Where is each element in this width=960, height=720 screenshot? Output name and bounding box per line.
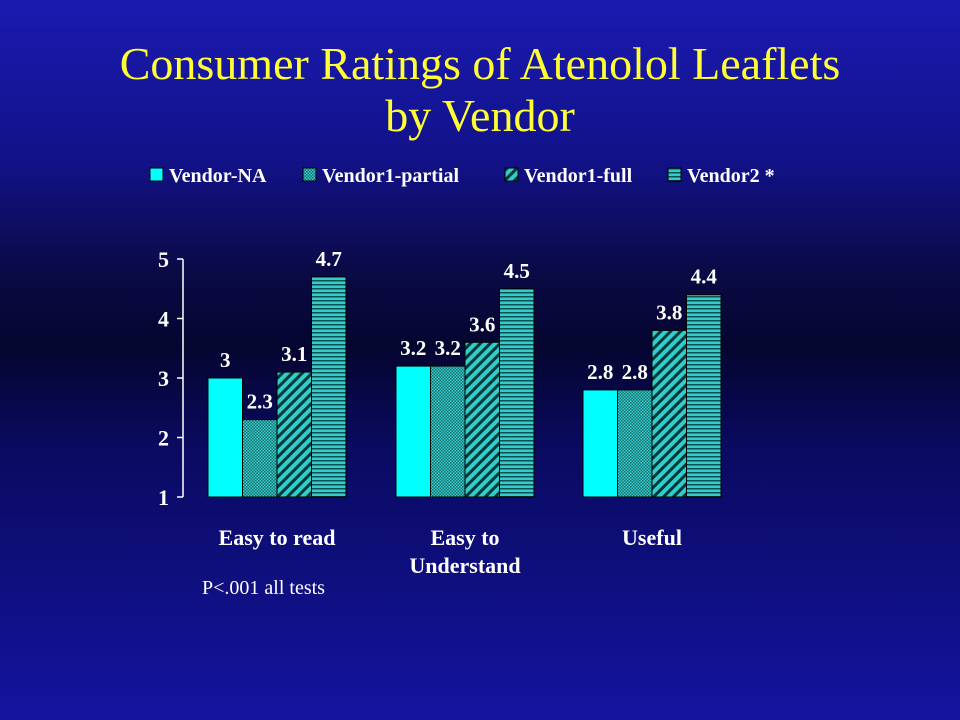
data-label: 2.8 — [622, 360, 648, 384]
y-tick-label: 3 — [158, 366, 169, 391]
legend-label: Vendor1-full — [524, 165, 633, 187]
y-tick-label: 5 — [158, 247, 169, 272]
chart-legend: Vendor-NA Vendor1-partial Vendor1-full Vend… — [149, 165, 775, 187]
bar — [686, 294, 722, 498]
data-label: 4.4 — [691, 265, 718, 289]
bar — [242, 419, 278, 498]
bar — [395, 365, 431, 498]
legend-swatch — [149, 167, 164, 182]
bar — [651, 329, 687, 498]
bar — [464, 341, 500, 498]
legend-swatch — [504, 167, 519, 182]
title-line-2: by Vendor — [385, 90, 575, 141]
y-tick-label: 4 — [158, 307, 169, 332]
legend-label: Vendor1-partial — [322, 165, 459, 187]
bar — [430, 365, 466, 498]
legend-label: Vendor2 * — [687, 165, 775, 187]
data-label: 3.2 — [435, 336, 461, 360]
legend-label: Vendor-NA — [169, 165, 267, 187]
category-label: Easy to — [430, 525, 499, 550]
data-label: 3 — [220, 348, 231, 372]
title-line-1: Consumer Ratings of Atenolol Leaflets — [119, 38, 841, 89]
chart-bars — [207, 276, 722, 498]
bar — [582, 389, 618, 498]
data-label: 3.8 — [656, 300, 682, 324]
chart-axes: 1 2 3 4 5 — [158, 247, 184, 510]
data-label: 3.1 — [281, 342, 307, 366]
y-tick-label: 1 — [158, 485, 169, 510]
bar — [207, 377, 243, 498]
data-label: 3.6 — [469, 312, 495, 336]
chart-labels: 3 3.2 2.8 2.3 3.2 2.8 3.1 3.6 3.8 4.7 4.5 4.4 Easy t… — [219, 247, 718, 578]
data-label: 2.3 — [247, 390, 273, 414]
data-label: 2.8 — [587, 360, 613, 384]
y-tick-label: 2 — [158, 426, 169, 451]
category-label: Easy to read — [219, 525, 336, 550]
significance-note: P<.001 all tests — [202, 577, 325, 599]
legend-swatch — [667, 167, 682, 182]
chart-title: Consumer Ratings of Atenolol Leaflets by… — [0, 38, 960, 142]
data-label: 4.7 — [316, 247, 342, 271]
legend-swatch — [302, 167, 317, 182]
category-label: Useful — [622, 525, 682, 550]
category-label: Understand — [409, 553, 520, 578]
bar — [276, 371, 312, 498]
bar — [617, 389, 653, 498]
data-label: 4.5 — [504, 259, 530, 283]
bar — [311, 276, 347, 498]
data-label: 3.2 — [400, 336, 426, 360]
bar — [499, 288, 535, 498]
